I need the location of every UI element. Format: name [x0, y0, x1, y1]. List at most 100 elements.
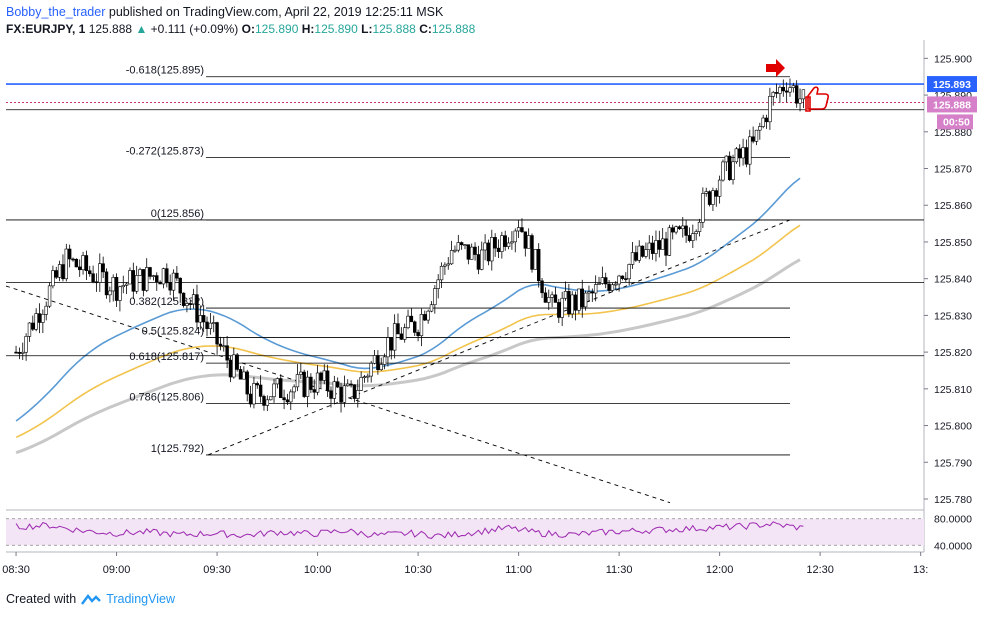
ma-slow-line — [15, 258, 801, 455]
candle-body — [84, 255, 89, 272]
candle-body — [714, 190, 718, 197]
candle-body — [644, 249, 648, 257]
candle-body — [208, 322, 213, 329]
up-arrow-icon: ▲ — [135, 22, 148, 36]
rsi-line — [15, 521, 804, 539]
candle-body — [315, 372, 320, 393]
candle-body — [634, 252, 638, 261]
candle-body — [366, 375, 370, 378]
candle-body — [17, 352, 22, 354]
candle-body — [124, 283, 129, 286]
candle-body — [604, 277, 608, 285]
candle-body — [674, 226, 678, 233]
low-value: 125.888 — [372, 22, 416, 36]
y-tick-label: 125.880 — [934, 127, 972, 139]
candle-body — [131, 270, 136, 292]
candle-body — [640, 245, 645, 257]
candle-body — [191, 294, 196, 305]
candle-body — [285, 399, 290, 403]
candle-body — [734, 148, 739, 163]
candle-body — [617, 275, 621, 285]
candle-body — [21, 351, 25, 354]
high-price-badge — [927, 76, 977, 93]
candle-body — [402, 327, 407, 340]
rsi-band — [6, 518, 924, 546]
candle-body — [677, 226, 682, 230]
candle-body — [57, 264, 62, 278]
last-price-badge — [927, 96, 977, 113]
candle-body — [389, 337, 393, 351]
candle-body — [265, 399, 270, 406]
candle-body — [322, 370, 326, 381]
candle-body — [466, 244, 471, 260]
candle-body — [520, 227, 524, 233]
fib-level-label: 0.786(125.806) — [129, 392, 204, 404]
candle-body — [81, 255, 85, 271]
candle-body — [41, 313, 45, 323]
candle-body — [600, 277, 605, 284]
thumbs-up-icon — [805, 86, 829, 112]
candle-body — [47, 285, 52, 307]
candle-body — [248, 393, 253, 405]
fib-level-label: 0(125.856) — [151, 208, 204, 220]
candle-body — [731, 161, 735, 181]
candle-body — [523, 231, 528, 249]
candle-body — [506, 242, 511, 247]
candle-body — [325, 370, 330, 392]
candle-body — [778, 86, 782, 94]
footer: Created with TradingView — [6, 592, 175, 606]
candle-body — [476, 254, 481, 270]
ma-fast-line — [15, 177, 801, 422]
candle-body — [724, 155, 729, 163]
chart-header: Bobby_the_trader published on TradingVie… — [6, 4, 982, 38]
candle-body — [392, 323, 397, 351]
candle-body — [580, 288, 584, 308]
candle-body — [215, 322, 219, 345]
candle-body — [279, 378, 283, 398]
candle-body — [67, 248, 72, 260]
candle-body — [252, 383, 256, 405]
countdown-badge — [937, 114, 973, 130]
candle-body — [684, 225, 688, 236]
candle-body — [335, 381, 340, 388]
candle-body — [245, 371, 249, 395]
candle-body — [98, 263, 102, 283]
x-tick-label: 09:30 — [203, 564, 231, 576]
y-tick-label: 125.790 — [934, 457, 972, 469]
footer-brand[interactable]: TradingView — [106, 592, 175, 606]
candle-body — [74, 258, 79, 268]
candle-body — [255, 383, 259, 386]
candle-body — [704, 191, 708, 194]
candle-body — [114, 277, 119, 301]
up-trend-line — [207, 219, 791, 456]
candle-body — [463, 244, 467, 246]
open-value: 125.890 — [254, 22, 299, 36]
candle-body — [198, 315, 203, 323]
candle-body — [111, 277, 115, 292]
candle-body — [470, 246, 474, 260]
candle-body — [201, 315, 206, 323]
fib-level-label: 1(125.792) — [151, 443, 204, 455]
candle-body — [557, 302, 561, 318]
candle-body — [94, 281, 99, 284]
candle-body — [145, 267, 149, 291]
candle-body — [101, 263, 105, 273]
candle-body — [503, 235, 507, 247]
candle-body — [798, 98, 802, 104]
candle-body — [553, 294, 558, 303]
candle-body — [624, 278, 628, 280]
author-link[interactable]: Bobby_the_trader — [6, 5, 106, 19]
candle-body — [526, 235, 531, 249]
candle-body — [516, 227, 521, 232]
candle-body — [429, 304, 434, 312]
candle-body — [687, 235, 692, 241]
close-label: C: — [419, 22, 432, 36]
candle-body — [727, 155, 732, 181]
last-price-badge-label: 125.888 — [933, 99, 971, 111]
candle-body — [289, 391, 293, 403]
candle-body — [697, 221, 702, 232]
candle-body — [349, 383, 353, 386]
candle-body — [453, 249, 457, 252]
ohlc-line: FX:EURJPY, 1 125.888 ▲ +0.111 (+0.09%) O… — [6, 21, 982, 38]
